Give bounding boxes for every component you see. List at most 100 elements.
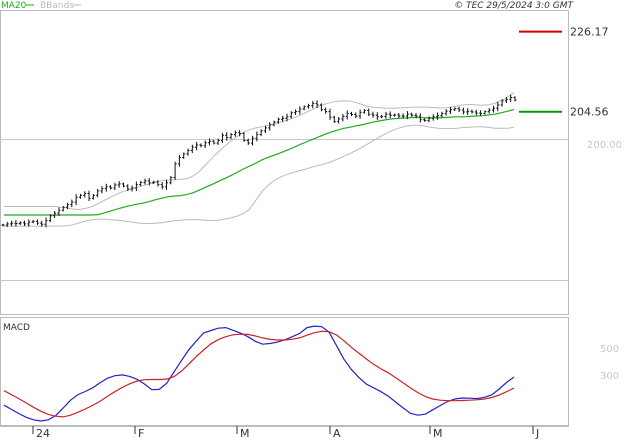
bb-upper-line [4, 92, 515, 211]
price-bar [70, 199, 74, 208]
price-bar [10, 220, 14, 227]
price-bar [479, 110, 483, 117]
price-bar [35, 219, 39, 226]
price-bar [375, 112, 379, 120]
price-bar [483, 110, 487, 115]
price-bar [5, 222, 9, 227]
price-bar [130, 185, 134, 192]
macd-lines [3, 325, 515, 422]
price-bar [380, 114, 384, 119]
macd-y-tick-500: 500 [600, 344, 619, 355]
copyright-label: © TEC 29/5/2024 3:0 GMT [454, 1, 574, 11]
price-bar [431, 114, 435, 121]
price-bar [139, 180, 143, 187]
price-bar [57, 207, 61, 216]
price-y-tick-200: 200.00 [587, 140, 622, 151]
price-bar [276, 117, 280, 124]
price-bar [229, 132, 233, 140]
price-bar [500, 99, 504, 107]
level-label-resistance: 226.17 [570, 26, 609, 39]
price-bar [298, 106, 302, 115]
price-bar [263, 125, 267, 134]
price-bar [315, 100, 319, 108]
price-bar [208, 138, 212, 146]
price-bar [242, 132, 246, 142]
price-bar [362, 109, 366, 114]
price-bar [367, 108, 371, 117]
level-label-support: 204.56 [570, 106, 609, 119]
bb-lower-line [4, 124, 515, 227]
legend: MA20 BBands © TEC 29/5/2024 3:0 GMT [1, 1, 575, 11]
price-bar [48, 214, 52, 223]
price-bar [504, 97, 508, 104]
price-bar [393, 113, 397, 117]
price-bar [255, 131, 259, 142]
price-bar [156, 180, 160, 187]
macd-panel: MACD [0, 317, 569, 426]
price-bar [410, 112, 414, 117]
bollinger-bands [4, 92, 515, 227]
price-bar [457, 106, 461, 112]
price-bar [147, 178, 151, 186]
price-bar [87, 190, 91, 202]
price-bar [233, 130, 237, 137]
price-bar [414, 113, 418, 119]
price-bar [186, 148, 190, 156]
price-bar [18, 221, 22, 226]
x-axis: 24 F M A M J [0, 426, 569, 440]
price-bar [40, 220, 44, 227]
price-bar [418, 113, 422, 123]
price-bar [27, 219, 31, 227]
price-bar [190, 144, 194, 153]
price-bar [238, 129, 242, 137]
x-tick-label: M [240, 427, 250, 440]
price-bar [388, 111, 392, 119]
price-bar [405, 111, 409, 120]
signal-line [3, 330, 515, 418]
x-tick-label: 24 [36, 427, 50, 440]
price-bar [134, 181, 138, 192]
price-bar [44, 217, 48, 228]
price-bar [100, 186, 104, 194]
price-bar [324, 107, 328, 114]
price-bar [272, 120, 276, 127]
macd-y-tick-300: 300 [600, 371, 619, 382]
price-bar [121, 182, 125, 188]
price-bar [474, 109, 478, 116]
price-bar [251, 135, 255, 146]
price-bar [61, 205, 65, 212]
price-bar [461, 107, 465, 115]
price-bar [126, 184, 130, 191]
price-bar [160, 182, 164, 190]
price-bar [91, 194, 95, 200]
x-ticks: 24 F M A M J [32, 426, 539, 440]
price-bar [436, 112, 440, 120]
price-bar [491, 105, 495, 113]
price-bar [345, 110, 349, 120]
price-bar [14, 220, 18, 227]
price-bar [294, 109, 298, 115]
price-bar [53, 210, 57, 218]
price-bar [177, 154, 181, 167]
x-tick-label: M [433, 427, 443, 440]
price-bar [164, 179, 168, 190]
price-bar [384, 111, 388, 119]
price-bar [332, 115, 336, 123]
price-levels: 226.17 204.56 [519, 26, 609, 119]
price-bar [246, 138, 250, 145]
price-panel-frame [0, 10, 569, 315]
macd-panel-frame [0, 317, 569, 426]
price-bar [83, 191, 87, 198]
price-bar [109, 185, 113, 190]
price-bar [78, 193, 82, 199]
price-bar [354, 112, 358, 119]
price-bars [1, 94, 517, 228]
price-bar [216, 138, 220, 145]
price-bar [220, 132, 224, 143]
price-bar [350, 111, 354, 117]
price-bar [143, 178, 147, 185]
macd-title: MACD [3, 323, 30, 333]
price-bar [496, 101, 500, 112]
price-bar [212, 139, 216, 145]
price-bar [182, 152, 186, 159]
